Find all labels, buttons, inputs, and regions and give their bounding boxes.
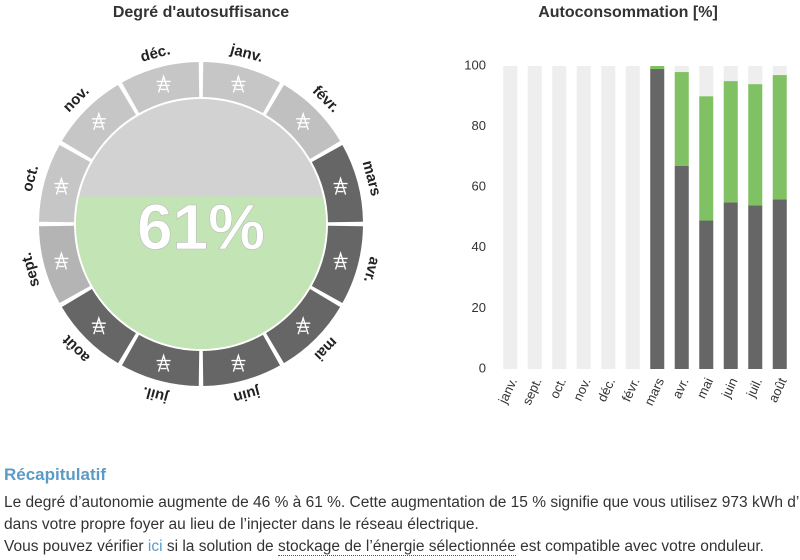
gauge-value: 61% — [137, 191, 265, 263]
pylon-icon — [156, 353, 171, 372]
bar — [650, 69, 665, 369]
month-label: sept. — [18, 251, 43, 289]
y-tick-label: 0 — [479, 360, 486, 375]
x-tick-label: sept. — [519, 375, 545, 407]
tooltip-term[interactable]: stockage de l’énergie sélectionnée — [278, 538, 516, 556]
summary: Récapitulatif Le degré d’autonomie augme… — [4, 464, 800, 558]
bar — [748, 205, 763, 369]
month-label: déc. — [139, 41, 172, 65]
pylon-icon — [91, 315, 106, 335]
x-tick-label: mars — [641, 375, 667, 408]
pylon-icon — [333, 176, 348, 195]
x-tick-label: janv. — [495, 375, 520, 406]
y-tick-label: 40 — [472, 239, 486, 254]
month-segment — [61, 289, 136, 364]
summary-line: Le degré d’autonomie augmente de 46 % à … — [4, 494, 800, 511]
gauge-title: Degré d'autosuffisance — [113, 4, 289, 21]
text: est compatible avec votre onduleur. — [515, 538, 764, 555]
bar-track — [527, 66, 542, 369]
x-tick-label: déc. — [594, 375, 618, 404]
pylon-icon — [333, 251, 348, 270]
month-label: avr. — [360, 255, 383, 284]
month-segment — [266, 289, 341, 364]
gauge: janv.févr.marsavr.maijuinjuil.aoûtsept.o… — [18, 41, 385, 407]
y-tick-label: 100 — [464, 57, 486, 72]
x-tick-label: oct. — [547, 375, 569, 400]
month-segment — [61, 84, 136, 159]
pylon-icon — [54, 176, 69, 195]
x-tick-label: août — [765, 375, 789, 405]
month-segment — [266, 84, 341, 159]
x-tick-label: juin — [718, 375, 741, 401]
month-label: juil. — [141, 383, 171, 406]
text: Vous pouvez vérifier — [4, 538, 148, 555]
bar-track — [576, 66, 591, 369]
summary-heading: Récapitulatif — [4, 465, 107, 484]
bar — [723, 202, 738, 369]
x-tick-label: févr. — [619, 375, 643, 404]
y-tick-label: 20 — [472, 300, 486, 315]
pylon-icon — [231, 353, 246, 372]
pylon-icon — [54, 251, 69, 270]
x-tick-label: juil. — [743, 375, 765, 400]
bar — [772, 199, 787, 369]
bar-track — [552, 66, 567, 369]
bar — [674, 72, 689, 166]
chart-title: Autoconsommation [%] — [538, 4, 718, 21]
summary-line: dans votre propre foyer au lieu de l’inj… — [4, 516, 479, 533]
month-label: juin — [232, 383, 263, 407]
month-label: mars — [359, 159, 385, 198]
bar-track — [625, 66, 640, 369]
bar — [699, 220, 714, 369]
summary-note: Vous pouvez vérifier ici si la solution … — [4, 536, 800, 558]
pylon-icon — [91, 111, 106, 131]
y-tick-label: 60 — [472, 179, 486, 194]
x-tick-label: nov. — [570, 375, 594, 403]
link[interactable]: ici — [147, 538, 163, 555]
pylon-icon — [296, 315, 311, 335]
pylon-icon — [156, 74, 171, 93]
text: si la solution de — [162, 538, 278, 555]
bar — [772, 75, 787, 200]
charts: Degré d'autosuffisance Autoconsommation … — [18, 4, 790, 408]
pylon-icon — [231, 74, 246, 93]
bar-track — [601, 66, 616, 369]
y-tick-label: 80 — [472, 118, 486, 133]
month-label: oct. — [19, 163, 42, 193]
bar — [699, 96, 714, 221]
bar — [650, 66, 665, 70]
bar — [674, 165, 689, 369]
bar — [723, 81, 738, 203]
month-label: janv. — [228, 41, 265, 66]
pylon-icon — [296, 111, 311, 131]
x-tick-label: avr. — [669, 375, 691, 400]
bar — [748, 84, 763, 206]
x-tick-label: mai — [694, 375, 716, 400]
bar-track — [503, 66, 518, 369]
